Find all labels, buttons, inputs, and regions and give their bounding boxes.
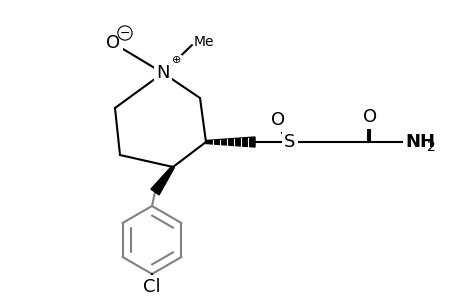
Text: NH: NH [404,133,434,151]
Text: N: N [156,64,169,82]
Text: O: O [362,108,376,126]
Text: −: − [119,26,130,40]
Text: ⊕: ⊕ [172,55,181,65]
Text: Me: Me [194,35,214,49]
Text: Cl: Cl [143,278,161,296]
Text: O: O [270,111,285,129]
Polygon shape [151,166,174,195]
Text: 2: 2 [426,140,435,154]
Text: S: S [284,133,295,151]
Text: O: O [106,34,120,52]
Polygon shape [206,137,254,147]
